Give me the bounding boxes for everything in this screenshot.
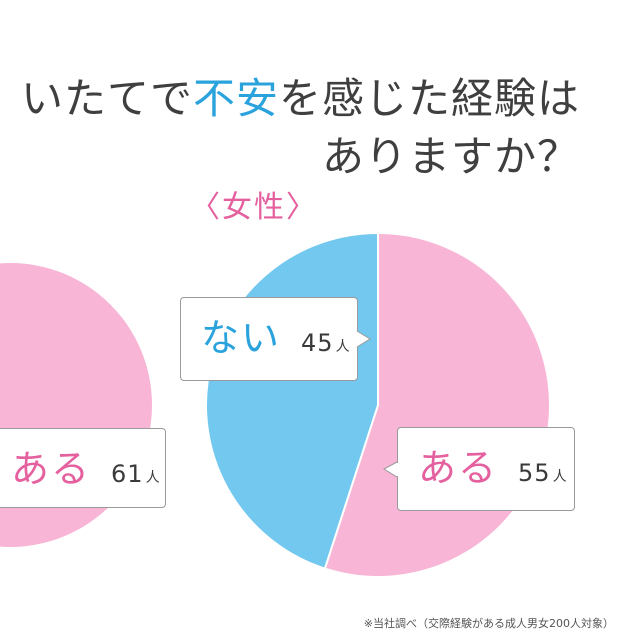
callout-right-aru: ある 55 人 xyxy=(397,427,575,511)
title-highlight: 不安 xyxy=(192,74,279,123)
right-aru-label: ある xyxy=(418,446,499,490)
title-part1: いたてで xyxy=(20,74,193,123)
left-aru-count: 61 xyxy=(111,460,144,488)
left-aru-label: ある xyxy=(11,447,92,491)
left-aru-unit: 人 xyxy=(145,470,160,486)
right-nai-label: ない xyxy=(201,316,282,360)
title-part2: を感じた経験は xyxy=(278,74,580,123)
callout-right-nai: ない 45 人 xyxy=(180,297,358,381)
right-aru-unit: 人 xyxy=(552,469,567,485)
right-aru-count: 55 xyxy=(518,459,551,487)
chart-title: いたてで不安を感じた経験は ありますか？ xyxy=(21,70,580,186)
right-nai-unit: 人 xyxy=(335,339,350,355)
title-line2: ありますか？ xyxy=(321,132,580,181)
footnote: ※当社調べ（交際経験がある成人男女200人対象） xyxy=(363,617,614,630)
female-section-label: 〈女性〉 xyxy=(190,190,318,225)
callout-left-aru: ある 61 人 xyxy=(0,428,166,508)
right-nai-count: 45 xyxy=(301,329,334,357)
